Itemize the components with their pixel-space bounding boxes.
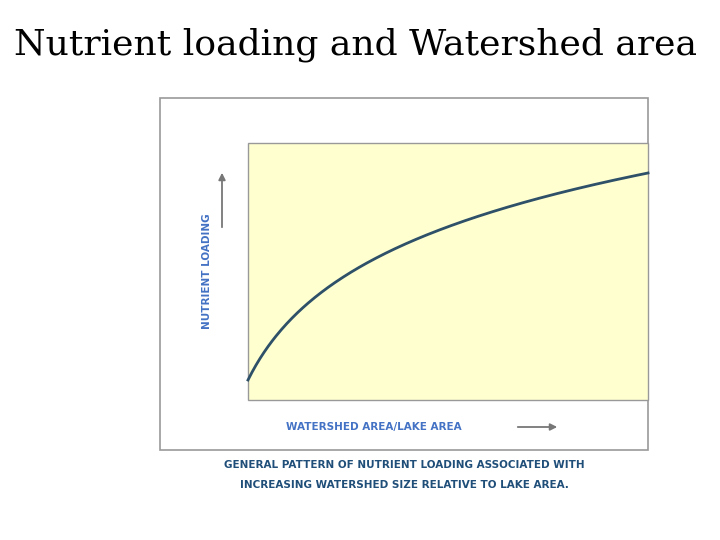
Text: GENERAL PATTERN OF NUTRIENT LOADING ASSOCIATED WITH: GENERAL PATTERN OF NUTRIENT LOADING ASSO… bbox=[224, 460, 585, 470]
Bar bbox=[248, 143, 648, 400]
Text: WATERSHED AREA/LAKE AREA: WATERSHED AREA/LAKE AREA bbox=[286, 422, 462, 432]
Bar bbox=[160, 98, 648, 450]
Text: NUTRIENT LOADING: NUTRIENT LOADING bbox=[202, 214, 212, 329]
Text: Nutrient loading and Watershed area: Nutrient loading and Watershed area bbox=[14, 27, 698, 62]
Text: INCREASING WATERSHED SIZE RELATIVE TO LAKE AREA.: INCREASING WATERSHED SIZE RELATIVE TO LA… bbox=[240, 480, 568, 490]
